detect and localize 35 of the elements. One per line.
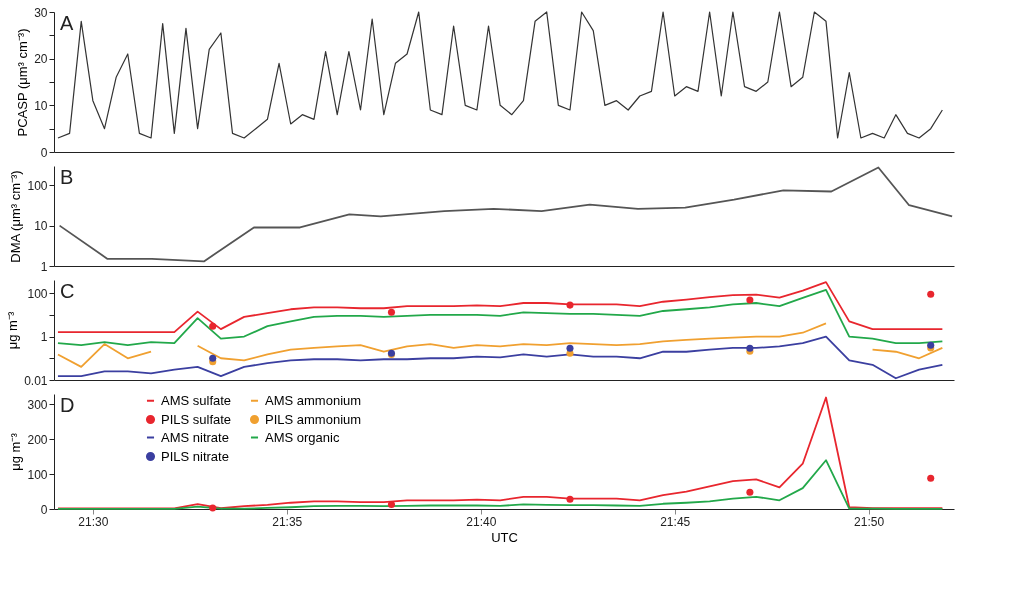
legend-label: AMS nitrate xyxy=(161,429,229,445)
annotation: C xyxy=(60,280,75,302)
y-tick-label: 200 xyxy=(27,432,48,447)
annotation: A xyxy=(60,12,74,34)
y-tick-label: 100 xyxy=(27,467,48,482)
legend-label: AMS sulfate xyxy=(161,392,232,408)
x-tick-label: 21:50 xyxy=(854,514,885,529)
y-tick-label: 1 xyxy=(40,259,48,274)
x-tick-label: 21:40 xyxy=(466,514,497,529)
y-axis-title: DMA (μm³ cm⁻³) xyxy=(8,170,24,263)
y-axis-title: μg m⁻³ xyxy=(5,311,21,350)
y-tick-label: 10 xyxy=(34,98,48,113)
y-tick-label: 100 xyxy=(27,286,48,301)
y-tick-label: 0.01 xyxy=(24,373,48,388)
y-tick-label: 10 xyxy=(34,219,48,234)
y-axis-title: μg m⁻³ xyxy=(8,432,24,471)
legend-label: PILS sulfate xyxy=(161,411,232,427)
y-tick-label: 1 xyxy=(40,330,48,345)
y-tick-label: 0 xyxy=(40,145,48,160)
y-tick-label: 30 xyxy=(34,5,48,20)
legend-label: PILS nitrate xyxy=(161,448,229,464)
annotation: D xyxy=(60,394,75,416)
legend-label: AMS organic xyxy=(265,429,340,445)
y-axis-title: PCASP (μm³ cm⁻³) xyxy=(15,28,31,137)
x-tick-label: 21:35 xyxy=(272,514,303,529)
y-tick-label: 20 xyxy=(34,52,48,67)
x-tick-label: 21:45 xyxy=(660,514,691,529)
legend-label: AMS ammonium xyxy=(265,392,362,408)
annotation: B xyxy=(60,166,74,188)
x-tick-label: 21:30 xyxy=(78,514,109,529)
legend-label: PILS ammonium xyxy=(265,411,362,427)
y-tick-label: 0 xyxy=(40,502,48,517)
y-tick-label: 100 xyxy=(27,178,48,193)
x-axis-title: UTC xyxy=(491,529,518,545)
y-tick-label: 300 xyxy=(27,397,48,412)
